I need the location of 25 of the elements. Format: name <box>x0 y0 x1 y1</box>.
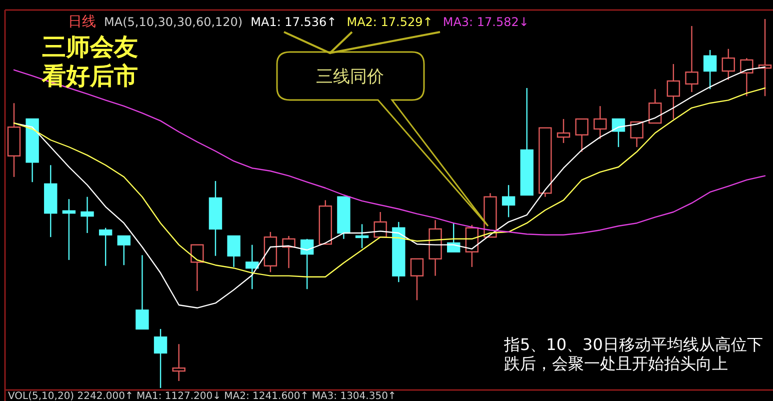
candlestick <box>80 196 94 234</box>
candlestick <box>502 184 516 218</box>
annotation: 三师会友 <box>42 33 138 61</box>
candlestick <box>740 58 754 97</box>
text: MA2: 17.529↑ <box>346 15 433 29</box>
annotation: 日线 <box>68 14 96 30</box>
annotation: MA(5,10,30,30,60,120) <box>104 15 243 29</box>
candlestick <box>685 25 698 93</box>
candlestick <box>208 180 222 256</box>
candlestick <box>44 164 58 238</box>
candlestick <box>246 244 259 290</box>
text: MA3: 17.582↓ <box>442 15 529 29</box>
annotation: 三线同价 <box>316 67 384 87</box>
candlestick <box>172 343 186 382</box>
annotation: 指5、10、30日移动平均线从高位下跌后，会聚一处且开始抬头向上 <box>503 335 763 373</box>
candlestick <box>355 224 369 249</box>
candlestick <box>392 221 406 283</box>
candlestick <box>594 105 607 140</box>
text: MA1: 17.536↑ <box>250 15 337 29</box>
candlestick <box>7 102 21 178</box>
text: VOL(5,10,20) 2242.000↑ MA1: 1127.200↓ MA2: 1241.600↑ MA3: 1304.350↑ <box>8 391 396 401</box>
candlestick <box>62 198 76 261</box>
annotation: 看好后市 <box>41 62 138 90</box>
candlestick <box>428 220 442 276</box>
candlestick <box>666 63 680 120</box>
